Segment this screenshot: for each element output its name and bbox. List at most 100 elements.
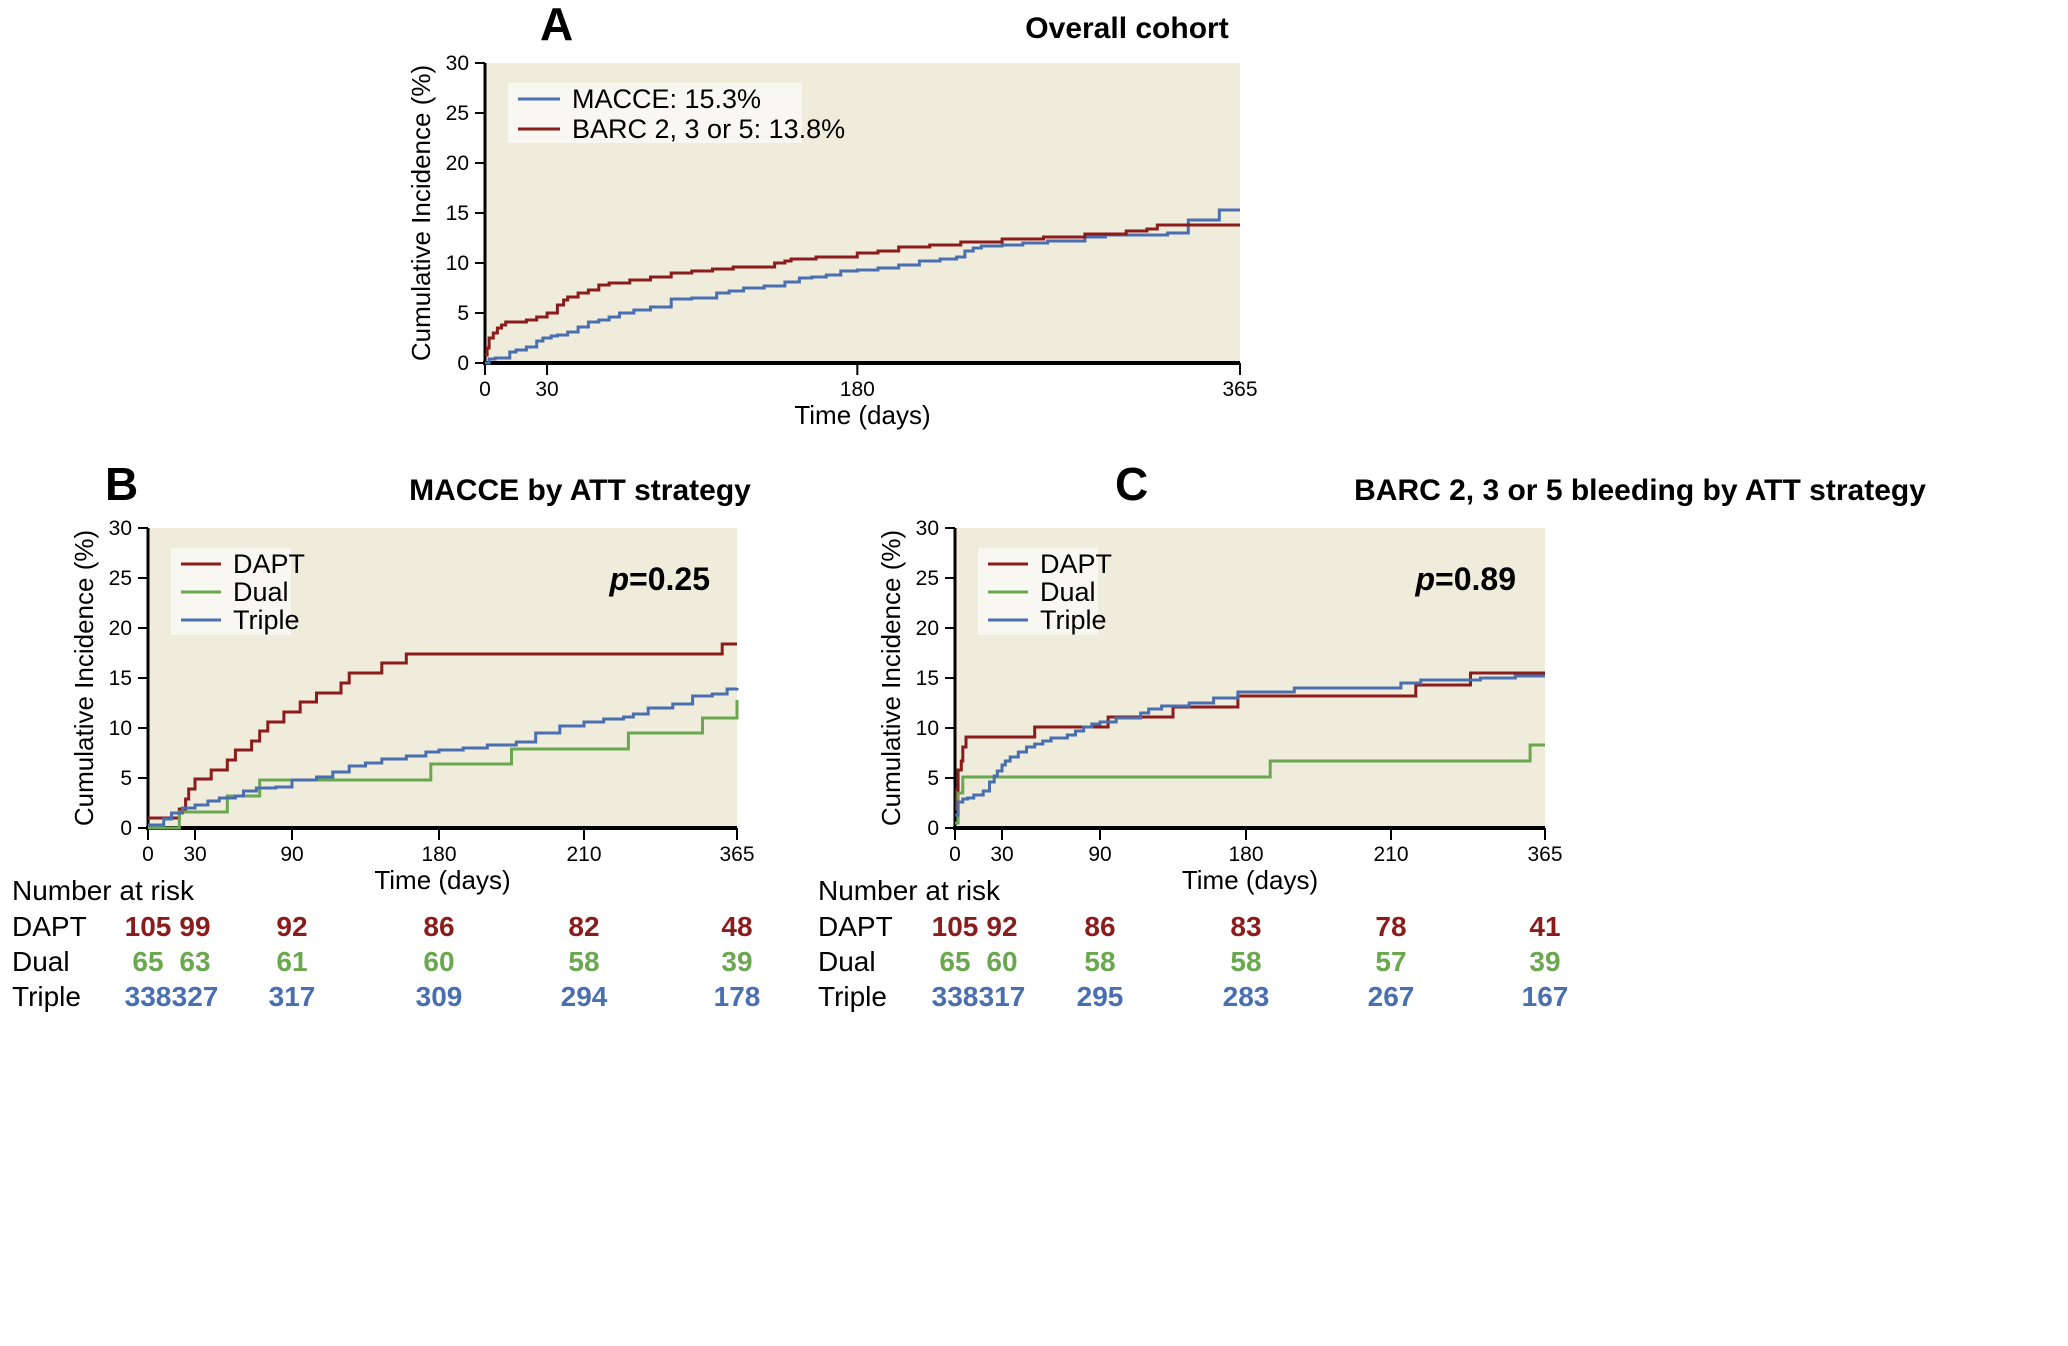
risk-row-label: DAPT (12, 911, 87, 942)
y-tick-label: 15 (109, 667, 132, 690)
chart-title: BARC 2, 3 or 5 bleeding by ATT strategy (1354, 474, 1926, 507)
y-tick-label: 20 (109, 617, 132, 640)
x-tick-label: 0 (949, 843, 961, 866)
risk-count: 41 (1529, 911, 1560, 942)
chart-title: MACCE by ATT strategy (409, 474, 751, 507)
risk-count: 60 (986, 946, 1017, 977)
risk-count: 92 (986, 911, 1017, 942)
risk-row-label: Dual (12, 946, 70, 977)
risk-count: 61 (276, 946, 307, 977)
y-tick-label: 0 (457, 352, 469, 375)
risk-count: 57 (1375, 946, 1406, 977)
p-value-symbol: p (608, 561, 629, 597)
risk-count: 283 (1223, 981, 1270, 1012)
y-tick-label: 20 (446, 152, 469, 175)
legend-label: Triple (1040, 605, 1107, 635)
risk-count: 309 (416, 981, 463, 1012)
p-value: p=0.25 (608, 561, 710, 597)
risk-count: 39 (1529, 946, 1560, 977)
legend-label: Dual (1040, 577, 1096, 607)
y-axis-label: Cumulative Incidence (%) (69, 530, 99, 826)
risk-count: 317 (979, 981, 1026, 1012)
x-tick-label: 30 (535, 378, 558, 401)
risk-table: Number at risk DAPT 105 99 92 86 82 48 Dual 65 63 6… (12, 875, 760, 1012)
y-tick-label: 25 (916, 567, 939, 590)
panel-letter: A (540, 0, 573, 50)
risk-count: 167 (1522, 981, 1569, 1012)
panel-letter: B (105, 458, 138, 510)
risk-count: 86 (1084, 911, 1115, 942)
y-tick-label: 5 (457, 302, 469, 325)
risk-count: 105 (932, 911, 979, 942)
y-tick-label: 30 (109, 517, 132, 540)
legend-label: BARC 2, 3 or 5: 13.8% (572, 114, 845, 144)
risk-count: 317 (269, 981, 316, 1012)
x-tick-label: 210 (1373, 843, 1408, 866)
x-axis-label: Time (days) (374, 865, 510, 895)
risk-count: 267 (1368, 981, 1415, 1012)
risk-count: 295 (1077, 981, 1124, 1012)
risk-count: 58 (1230, 946, 1261, 977)
y-tick-label: 0 (927, 817, 939, 840)
y-tick-label: 0 (120, 817, 132, 840)
panel-c: C BARC 2, 3 or 5 bleeding by ATT strategy… (818, 458, 1926, 1012)
risk-count: 294 (561, 981, 608, 1012)
risk-row-label: Triple (12, 981, 81, 1012)
x-tick-label: 365 (1527, 843, 1562, 866)
x-tick-label: 180 (1228, 843, 1263, 866)
risk-count: 39 (721, 946, 752, 977)
risk-count: 60 (423, 946, 454, 977)
risk-table: Number at risk DAPT 105 92 86 83 78 41 Dual 65 60 5… (818, 875, 1568, 1012)
risk-count: 65 (132, 946, 163, 977)
series-line-macce (485, 208, 1240, 365)
p-value-number: =0.25 (629, 561, 710, 597)
x-tick-label: 180 (840, 378, 875, 401)
y-tick-label: 15 (446, 202, 469, 225)
p-value-number: =0.89 (1435, 561, 1516, 597)
risk-count: 63 (179, 946, 210, 977)
risk-row-label: Dual (818, 946, 876, 977)
risk-table-header: Number at risk (818, 875, 1001, 906)
y-tick-label: 30 (446, 52, 469, 75)
series-line-barc-2-3-or-5 (485, 223, 1240, 357)
series-line-triple (148, 687, 739, 827)
x-tick-label: 0 (142, 843, 154, 866)
risk-count: 86 (423, 911, 454, 942)
x-axis-label: Time (days) (1182, 865, 1318, 895)
series-line-dapt (148, 642, 737, 820)
x-tick-label: 365 (1222, 378, 1257, 401)
risk-count: 327 (172, 981, 219, 1012)
y-tick-label: 30 (916, 517, 939, 540)
risk-count: 48 (721, 911, 752, 942)
risk-count: 83 (1230, 911, 1261, 942)
p-value-symbol: p (1414, 561, 1435, 597)
risk-count: 65 (939, 946, 970, 977)
x-tick-label: 0 (479, 378, 491, 401)
risk-count: 178 (714, 981, 761, 1012)
risk-count: 78 (1375, 911, 1406, 942)
panel-letter: C (1115, 458, 1148, 510)
p-value: p=0.89 (1414, 561, 1516, 597)
risk-row-label: DAPT (818, 911, 893, 942)
legend: MACCE: 15.3%BARC 2, 3 or 5: 13.8% (508, 83, 845, 144)
legend-label: DAPT (233, 549, 305, 579)
chart-title: Overall cohort (1025, 12, 1228, 45)
y-tick-label: 20 (916, 617, 939, 640)
y-tick-label: 15 (916, 667, 939, 690)
series-line-dapt (955, 671, 1545, 811)
x-tick-label: 90 (280, 843, 303, 866)
risk-count: 338 (125, 981, 172, 1012)
legend-label: Dual (233, 577, 289, 607)
series-line-triple (955, 674, 1545, 817)
legend-label: DAPT (1040, 549, 1112, 579)
legend-label: MACCE: 15.3% (572, 84, 761, 114)
y-tick-label: 25 (446, 102, 469, 125)
x-tick-label: 210 (566, 843, 601, 866)
y-tick-label: 10 (446, 252, 469, 275)
series-line-dual (148, 700, 739, 830)
x-tick-label: 90 (1088, 843, 1111, 866)
y-axis-label: Cumulative Incidence (%) (406, 65, 436, 361)
